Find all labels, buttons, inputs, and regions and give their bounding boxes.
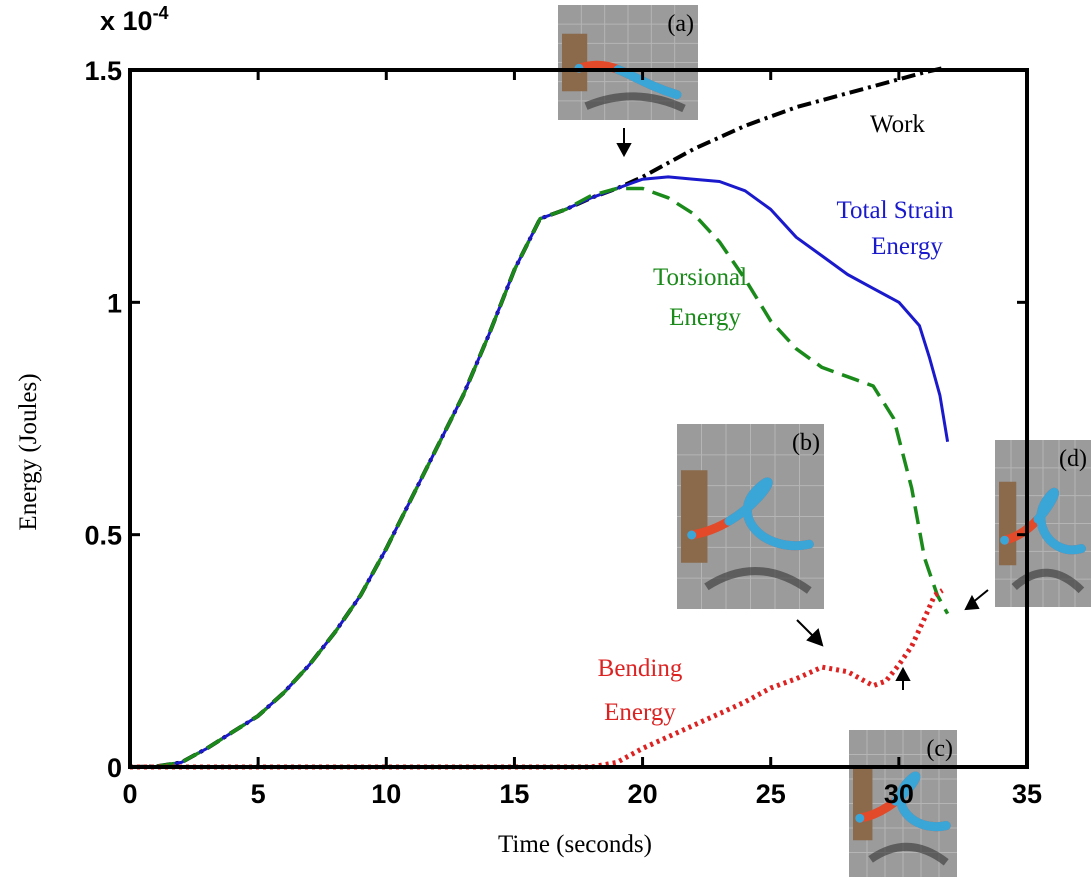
inset-image-b: (b) <box>677 424 824 609</box>
inset-label: (a) <box>667 11 694 37</box>
arrow-a <box>616 128 632 158</box>
total-strain-annotation-line2: Energy <box>871 233 943 260</box>
inset-rod-highlight <box>687 477 814 551</box>
series-line-work <box>129 65 946 769</box>
series-line-bending-energy <box>130 588 944 770</box>
x-tick-label: 15 <box>499 779 529 809</box>
x-axis-label: Time (seconds) <box>498 831 652 858</box>
y-axis-label: Energy (Joules) <box>15 373 42 530</box>
series-line-total-strain-energy <box>129 175 950 769</box>
arrow-b <box>796 619 824 647</box>
torsional-annotation-line2: Energy <box>669 304 741 331</box>
y-tick-label: 1.5 <box>84 56 122 86</box>
x-tick-label: 25 <box>756 779 786 809</box>
inset-image-a: (a) <box>558 5 698 120</box>
inset-rod-highlight <box>855 771 951 832</box>
bending-annotation-line2: Energy <box>604 699 676 726</box>
y-tick-label: 0.5 <box>84 521 122 551</box>
plot-area-frame <box>128 68 1029 769</box>
inset-label: (b) <box>792 430 820 456</box>
inset-wall <box>999 481 1017 566</box>
bending-annotation-line1: Bending <box>598 655 683 682</box>
inset-image-d: (d) <box>995 440 1091 607</box>
inset-label: (c) <box>926 736 953 762</box>
total-strain-annotation-line1: Total Strain <box>837 197 954 224</box>
x-tick-label: 35 <box>1012 779 1042 809</box>
inset-shadow <box>868 842 949 866</box>
series-line-torsional-energy <box>129 186 950 769</box>
series-layer <box>129 65 950 770</box>
x-tick-label: 20 <box>628 779 658 809</box>
x-tick-label: 30 <box>884 779 914 809</box>
inset-shadow <box>584 92 686 113</box>
arrow-c <box>895 666 911 690</box>
inset-label: (d) <box>1059 446 1087 472</box>
inset-shadow <box>1011 568 1085 594</box>
y-tick-label: 1 <box>107 288 122 318</box>
inset-wall <box>681 470 708 563</box>
torsional-annotation-line1: Torsional <box>653 264 747 291</box>
arrow-d <box>964 589 989 611</box>
x-tick-label: 5 <box>251 779 266 809</box>
exponent-label: x 10-4 <box>100 3 169 36</box>
insets-layer: (a) (b) (c) (d) <box>558 5 1091 877</box>
y-tick-label: 0 <box>107 753 122 783</box>
inset-wall <box>853 766 873 841</box>
x-tick-label: 10 <box>371 779 401 809</box>
ticks-layer: 0 5 10 15 20 25 30 35 0 0.5 1 1.5 <box>84 56 1042 809</box>
x-tick-label: 0 <box>122 779 137 809</box>
work-annotation: Work <box>870 111 925 138</box>
inset-shadow <box>704 567 812 594</box>
inset-rod-highlight <box>1000 487 1086 555</box>
inset-image-c: (c) <box>849 730 957 877</box>
